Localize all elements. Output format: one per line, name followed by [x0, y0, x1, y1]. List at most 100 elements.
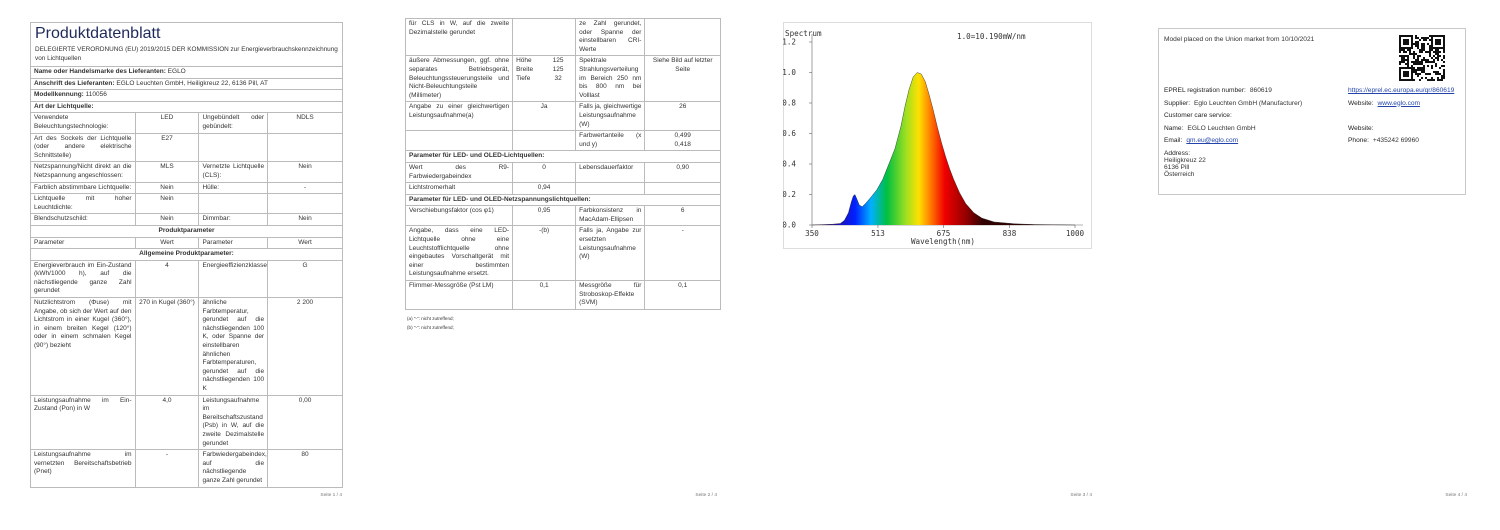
cell-text: -: [681, 227, 684, 235]
chart-frame: [783, 22, 1092, 249]
table-cell: 4,0: [134, 394, 200, 451]
table-row: Art der Lichtquelle:: [30, 100, 343, 114]
table-cell: Parameter: [30, 236, 136, 250]
contact-value: EGLO Leuchten GmbH: [1187, 124, 1256, 132]
table-cell: ähnliche Farbtemperatur, gerundet auf di…: [198, 297, 269, 396]
table-cell: E27: [134, 132, 200, 163]
spectrum-area: [812, 72, 1075, 225]
table-cell: 6: [644, 205, 721, 227]
cell-text: Nutzlichtstrom (Φuse) mit Angabe, ob sic…: [34, 299, 132, 350]
table-cell: 0,1: [512, 280, 577, 310]
table-cell: [644, 18, 721, 57]
table-cell: 80: [267, 449, 343, 488]
table-cell: 0,95: [512, 205, 577, 227]
table-cell: Lebensdauerfaktor: [575, 161, 646, 184]
table-cell: Produktparameter: [30, 224, 343, 238]
table-cell: Nein: [267, 213, 343, 226]
subtitle: DELEGIERTE VERORDNUNG (EU) 2019/2015 DER…: [35, 46, 338, 62]
table-cell: für CLS in W, auf die zweite Dezimalstel…: [405, 18, 514, 57]
cell-text: Dimmbar:: [202, 215, 231, 223]
table-cell: Farbkonsistenz in MacAdam-Ellipsen: [575, 205, 646, 227]
table-cell: Flimmer-Messgröße (Pst LM): [405, 280, 514, 310]
table-cell: Lichtquelle mit hoher Leuchtdichte:: [30, 193, 136, 215]
table-cell: Falls ja, gleichwertige Leistungsaufnahm…: [575, 101, 646, 132]
table-row: Anschrift des Lieferanten: EGLO Leuchten…: [30, 77, 343, 91]
cell-text: Angabe, dass eine LED-Lichtquelle ohne e…: [409, 227, 510, 278]
page-footer: Seite 4 / 4: [1445, 493, 1467, 498]
cell-text: Wert: [160, 238, 174, 246]
table-cell: [512, 130, 577, 152]
cell-text: 0,1: [539, 282, 549, 290]
contact-value: Eglo Leuchten GmbH (Manufacturer): [1194, 99, 1303, 107]
footnote: (b) "-": nicht zutreffend;: [407, 324, 454, 330]
table-cell: -: [267, 181, 343, 195]
scale-note: 1.0=10.190mW/nm: [957, 32, 1026, 41]
table-cell: [267, 193, 343, 215]
table-cell: [405, 130, 514, 152]
contact-label: Phone:: [1348, 137, 1369, 144]
cell-text: ähnliche Farbtemperatur, gerundet auf di…: [202, 299, 265, 392]
table-row: Produktparameter: [30, 224, 343, 238]
y-tick-label: 1.2: [783, 38, 796, 47]
cell-text: Spektrale Strahlungsverteilung im Bereic…: [579, 57, 642, 99]
table-row: Lichtquelle mit hoher Leuchtdichte: Nein: [30, 193, 343, 215]
cell-line: 125: [552, 57, 564, 65]
cell-text: Energieverbrauch im Ein-Zustand (kWh/100…: [34, 261, 132, 295]
title: Produktdatenblatt: [35, 25, 161, 42]
table-cell: -(b): [512, 225, 577, 282]
cell-text: für CLS in W, auf die zweite Dezimalstel…: [409, 20, 510, 36]
cell-text: Verwendete Beleuchtungstechnologie:: [34, 114, 109, 130]
contact-link[interactable]: https://eprel.ec.europa.eu/qr/860619: [1348, 87, 1455, 94]
cell-text: Blendschutzschild:: [34, 215, 88, 223]
cell-text: Ja: [540, 103, 548, 111]
table-row: Farbwertanteile (x und y) 0,499 0,418: [405, 130, 721, 152]
table-row: Flimmer-Messgröße (Pst LM) 0,1 Messgröße f…: [405, 280, 721, 310]
cell-line: 125: [552, 65, 564, 73]
table-cell: Wert des R9-Farbwiedergabeindex: [405, 161, 514, 184]
table-cell: Parameter für LED- und OLED-Lichtquellen…: [405, 150, 721, 163]
table-cell: 0,1: [644, 280, 721, 310]
contact-cell: EPREL registration number: 860619: [1164, 87, 1348, 94]
footnotes: (a) "-": nicht zutreffend; (b) "-": nicht…: [405, 314, 721, 332]
footnote: (a) "-": nicht zutreffend;: [407, 315, 454, 321]
spectrum-chart: Spectrum 1.0=10.190mW/nm Wavelength(nm) …: [783, 22, 1092, 249]
heading: Art der Lichtquelle:: [34, 102, 94, 110]
table-cell: Nein: [267, 161, 343, 183]
table-cell: Parameter: [198, 236, 269, 250]
cell-text: -(b): [539, 227, 550, 235]
contact-grid: EPREL registration number: 860619 https://…: [1164, 87, 1460, 178]
contact-label: Website:: [1348, 99, 1374, 107]
contact-cell: Email: qm.eu@eglo.com: [1164, 137, 1348, 144]
cell-text: -: [165, 451, 169, 459]
cell-text: Wert: [298, 238, 312, 246]
table-cell: 4: [134, 259, 200, 299]
cell-text: Leistungsaufnahme im Bereitschaftszustan…: [202, 396, 265, 447]
sheet-page-2: für CLS in W, auf die zweite Dezimalstel…: [405, 18, 721, 378]
cell-text: Siehe Bild auf letzter Seite: [652, 57, 713, 73]
table-row: Energieverbrauch im Ein-Zustand (kWh/100…: [30, 259, 343, 299]
table-row: Farblich abstimmbare Lichtquelle: Nein Hül…: [30, 181, 343, 195]
contact-label: Website:: [1348, 124, 1374, 132]
contact-cell: Address: Heiligkreuz 22 6136 Pill Österreic…: [1164, 150, 1348, 178]
table-cell: Messgröße für Stroboskop-Effekte (SVM): [575, 280, 646, 310]
table-row: Nutzlichtstrom (Φuse) mit Angabe, ob sic…: [30, 297, 343, 396]
cell-text: MLS: [160, 163, 174, 171]
y-tick-label: 1.0: [783, 68, 796, 77]
table-row: äußere Abmessungen, ggf. ohne separates …: [405, 55, 721, 103]
cell-text: Nein: [160, 195, 174, 203]
address-line: 6136 Pill: [1164, 163, 1190, 171]
cell-text: Farbwiedergabeindex, auf die nächstliege…: [202, 451, 267, 484]
table-cell: [198, 193, 269, 215]
contact-link[interactable]: www.eglo.com: [1377, 99, 1421, 107]
table-cell: Lichtstromerhalt: [405, 182, 514, 195]
table-cell: Nein: [134, 181, 200, 195]
spectrum-line: [811, 72, 1076, 226]
table-cell: Blendschutzschild:: [30, 213, 136, 226]
cell-text: Verschiebungsfaktor (cos φ1): [409, 207, 494, 215]
cell-text: Flimmer-Messgröße (Pst LM): [409, 282, 494, 290]
contact-link[interactable]: qm.eu@eglo.com: [1186, 137, 1239, 144]
cell-text: G: [302, 261, 308, 269]
table-cell: [644, 182, 721, 195]
table-row: Netzspannung/Nicht direkt an die Netzspa…: [30, 161, 343, 183]
